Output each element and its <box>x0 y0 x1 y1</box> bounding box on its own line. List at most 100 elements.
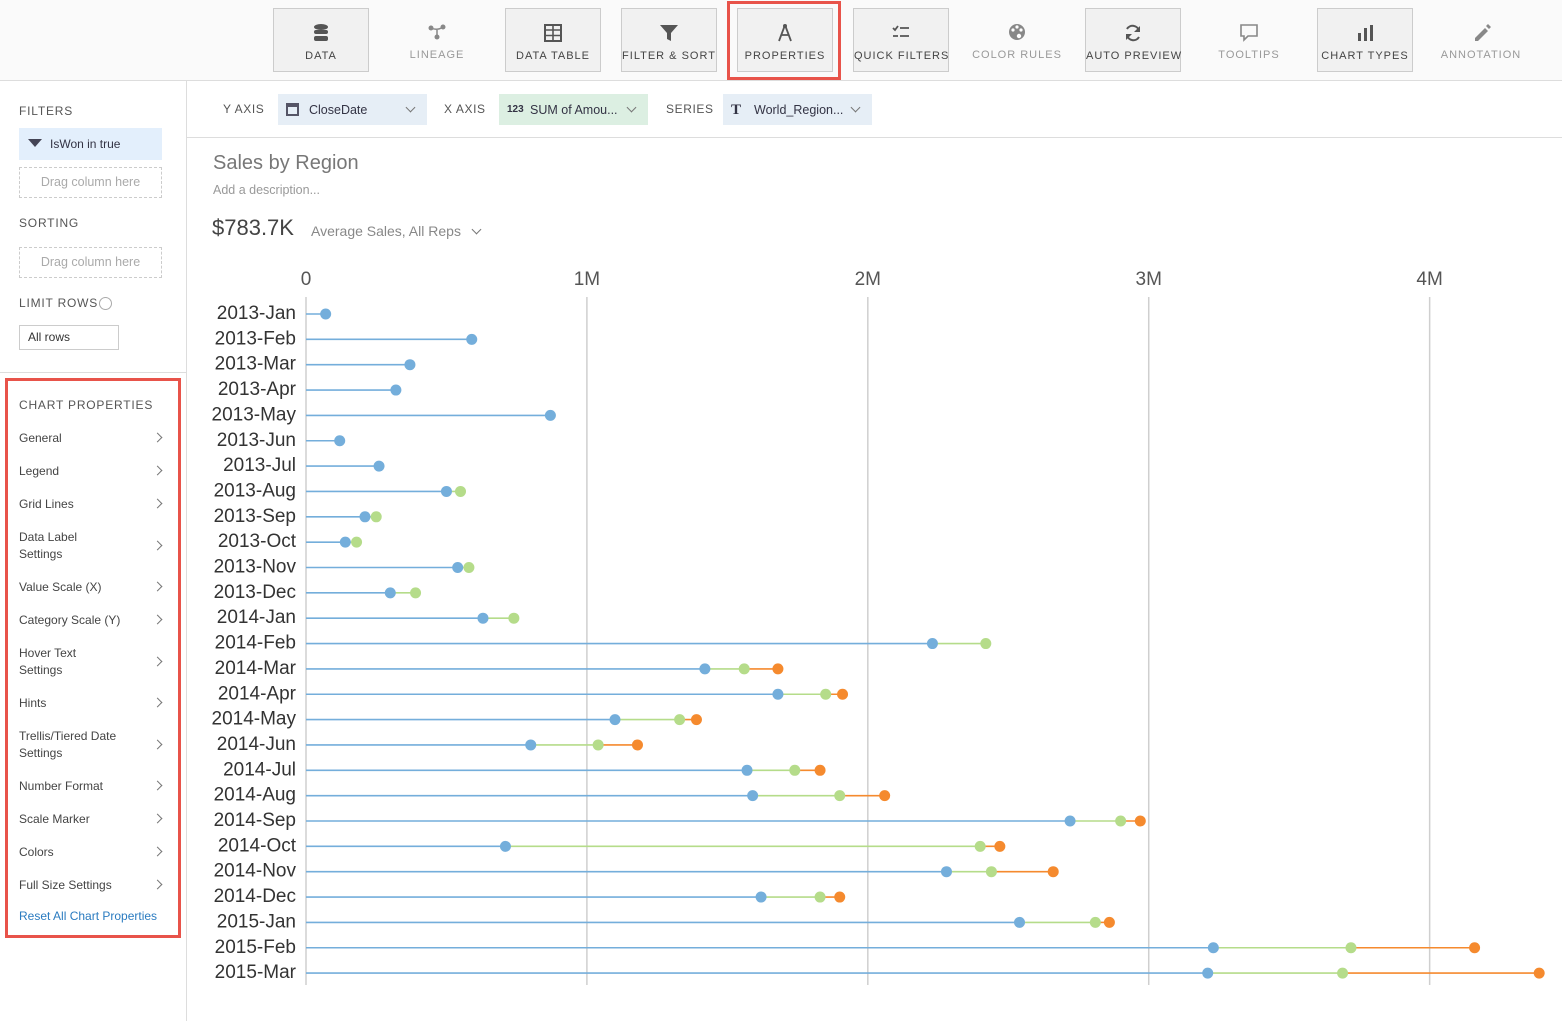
toolbar-button[interactable]: QUICK FILTERS <box>853 8 949 72</box>
toolbar-icon <box>314 24 328 41</box>
dot <box>814 764 826 776</box>
y-tick-label: 2014-Mar <box>215 658 297 679</box>
toolbar-icon <box>1475 24 1491 41</box>
dot <box>592 739 604 751</box>
dot <box>834 891 846 903</box>
property-item-label: Hover Text <box>19 645 77 660</box>
dot <box>544 409 556 421</box>
toolbar-button[interactable]: DATA TABLE <box>505 8 601 72</box>
toolbar-label: DATA <box>305 50 337 62</box>
toolbar-button[interactable]: PROPERTIES <box>737 8 833 72</box>
toolbar-button[interactable]: COLOR RULES <box>969 8 1065 72</box>
property-item-label: Number Format <box>19 778 104 793</box>
field-type-badge: T <box>731 102 742 118</box>
y-tick-label: 2013-Mar <box>215 354 297 375</box>
section-title: FILTERS <box>19 103 74 118</box>
dot <box>755 891 767 903</box>
dot <box>463 562 475 573</box>
toolbar-button[interactable]: ANNOTATION <box>1433 8 1529 72</box>
y-tick-label: 2014-May <box>212 709 297 730</box>
encoding-field-value: SUM of Amou... <box>530 102 618 117</box>
toolbar-button[interactable]: TOOLTIPS <box>1201 8 1297 72</box>
toolbar-icon <box>892 25 909 37</box>
dot <box>440 485 452 497</box>
encoding-field[interactable]: CloseDate <box>278 94 427 125</box>
toolbar-icon <box>778 24 792 42</box>
toolbar-button[interactable]: DATA <box>273 8 369 72</box>
dot <box>772 688 784 700</box>
dot <box>373 460 385 472</box>
y-tick-label: 2014-Nov <box>214 861 297 882</box>
dot <box>974 840 986 852</box>
dot <box>741 764 753 776</box>
encoding-label: X AXIS <box>444 101 486 116</box>
y-tick-label: 2014-Jan <box>217 607 296 628</box>
selected-highlight <box>727 1 841 80</box>
property-item-label: Settings <box>19 546 63 561</box>
drop-zone[interactable]: Drag column here <box>19 247 162 278</box>
y-tick-label: 2013-Apr <box>218 379 297 400</box>
dot <box>789 764 801 776</box>
dot <box>1345 942 1357 954</box>
encoding-field[interactable]: T World_Region... <box>723 94 872 125</box>
dot <box>477 612 489 624</box>
x-tick-label: 4M <box>1416 269 1442 290</box>
limit-rows-input[interactable]: All rows <box>19 325 119 350</box>
property-item-label: Hints <box>19 695 47 710</box>
toolbar-icon <box>1240 24 1258 42</box>
dot <box>747 790 759 802</box>
encoding-field[interactable]: 123 SUM of Amou... <box>499 94 648 125</box>
toolbar-label: PROPERTIES <box>744 50 826 62</box>
section-title: LIMIT ROWS <box>19 295 99 310</box>
toolbar-icon <box>428 24 446 40</box>
dot <box>879 790 891 802</box>
y-tick-label: 2014-Feb <box>215 633 296 654</box>
toolbar-button[interactable]: LINEAGE <box>389 8 485 72</box>
dot <box>814 891 826 903</box>
dot <box>609 714 621 726</box>
toolbar-icon <box>544 24 562 42</box>
dot <box>334 435 346 447</box>
y-tick-label: 2014-Aug <box>214 785 296 806</box>
y-tick-label: 2015-Feb <box>215 937 296 958</box>
toolbar-label: FILTER & SORT <box>622 50 716 62</box>
dot <box>1064 815 1076 827</box>
toolbar-button[interactable]: CHART TYPES <box>1317 8 1413 72</box>
dot <box>1115 815 1127 827</box>
toolbar-label: CHART TYPES <box>1321 50 1409 62</box>
reset-link[interactable]: Reset All Chart Properties <box>19 908 158 923</box>
filter-chip[interactable]: IsWon in true <box>19 128 162 160</box>
dot <box>1469 942 1481 954</box>
dot <box>940 866 952 878</box>
y-tick-label: 2013-May <box>212 404 297 425</box>
calendar-icon <box>286 103 299 116</box>
x-tick-label: 0 <box>301 269 312 290</box>
dot <box>508 612 520 624</box>
property-item-label: Settings <box>19 662 63 677</box>
encoding-label: Y AXIS <box>223 101 265 116</box>
toolbar-label: AUTO PREVIEW <box>1086 50 1183 62</box>
chevron-icon <box>405 102 416 113</box>
y-tick-label: 2013-Jun <box>217 430 296 451</box>
toolbar-icon <box>1126 24 1140 42</box>
dot <box>1207 942 1219 954</box>
y-tick-label: 2013-Sep <box>214 506 296 527</box>
section-title: SORTING <box>19 215 80 230</box>
property-item-label: Category Scale (Y) <box>19 612 121 627</box>
y-tick-label: 2014-Jun <box>217 734 296 755</box>
property-item-label: Colors <box>19 844 54 859</box>
toolbar-button[interactable]: AUTO PREVIEW <box>1085 8 1181 72</box>
property-item-label: General <box>19 430 62 445</box>
y-tick-label: 2015-Mar <box>215 962 297 983</box>
dot <box>466 333 478 345</box>
y-tick-label: 2013-Jan <box>217 303 296 324</box>
y-tick-label: 2014-Oct <box>218 835 297 856</box>
dot <box>452 562 464 573</box>
toolbar-icon <box>1009 24 1025 40</box>
y-tick-label: 2013-Nov <box>214 557 297 578</box>
toolbar-button[interactable]: FILTER & SORT <box>621 8 717 72</box>
drop-zone[interactable]: Drag column here <box>19 167 162 198</box>
property-item-label: Value Scale (X) <box>19 579 102 594</box>
property-item-label: Legend <box>19 463 60 478</box>
